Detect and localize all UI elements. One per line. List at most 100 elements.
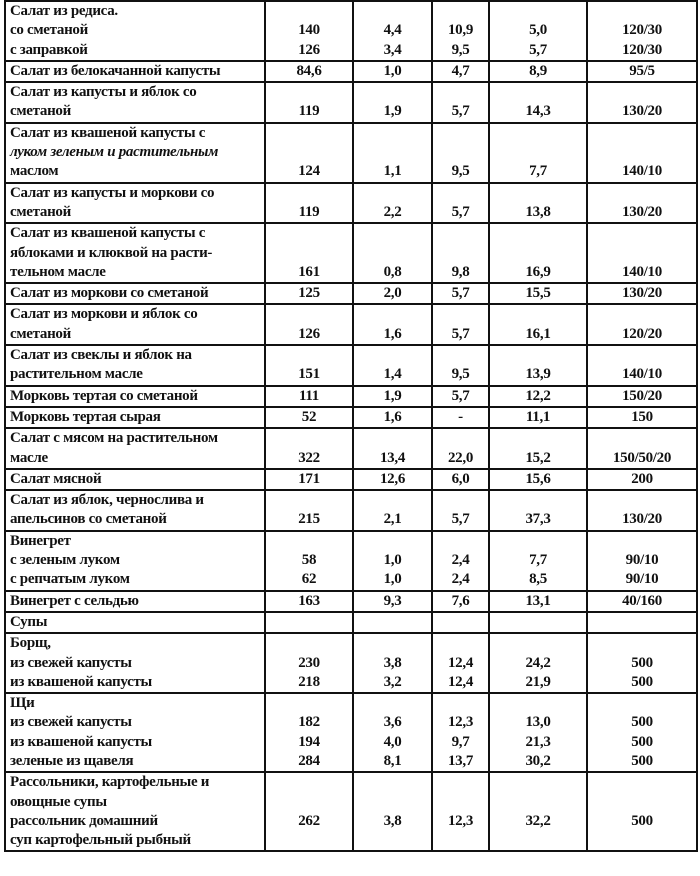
table-row: Салат из капусты и яблок со сметаной 119 1,… (4, 81, 698, 124)
dish-name-line: Салат из капусты и моркови со (10, 184, 215, 201)
value: 84,6 (296, 62, 322, 79)
value: 12,4 (447, 673, 474, 690)
dish-name-line: Салат из квашеной капусты с (10, 225, 206, 242)
value: 500 (631, 673, 653, 690)
table-row: Винегрет с сельдью 163 9,3 7,6 13,1 40/160 (4, 589, 698, 613)
table-row: Рассольники, картофельные и овощные супы р… (4, 771, 698, 853)
dish-name-line: Салат из квашеной капусты с (10, 124, 206, 141)
dish-name-line: Салат с мясом на растительном (10, 430, 218, 447)
value: 1,6 (383, 408, 402, 425)
value (494, 773, 582, 792)
value-cell-2: 2,2 (352, 181, 433, 225)
dish-name-line: Борщ, (10, 635, 51, 652)
value (270, 184, 348, 203)
value (270, 124, 348, 143)
value: 4,0 (383, 733, 402, 750)
table-body: Салат из редиса. со сметаной с заправкой 14… (4, 0, 698, 853)
value-cell-4: 32,2 (488, 771, 588, 853)
dish-name-cell: Салат из капусты и яблок со сметаной (4, 81, 266, 124)
table-row: Салат мясной 171 12,6 6,0 15,6 200 (4, 467, 698, 492)
dish-name-line: из квашеной капусты (10, 733, 152, 750)
value (437, 124, 484, 143)
value (494, 184, 582, 203)
dish-name-line: яблоками и клюквой на расти- (10, 244, 213, 261)
value: 194 (298, 733, 320, 750)
value (592, 143, 692, 162)
value-cell-1: 182 194 284 (264, 692, 354, 774)
value (437, 793, 484, 812)
dish-name-line: луком зеленым и растительным (10, 144, 219, 161)
value: 500 (631, 812, 653, 829)
value (437, 831, 484, 850)
value-cell-2: 1,6 (352, 405, 433, 430)
value (270, 491, 348, 510)
dish-name-line: Щи (10, 695, 35, 712)
value: 1,0 (383, 62, 402, 79)
value: 1,6 (383, 325, 402, 342)
value-cell-3: 5,7 (431, 489, 490, 532)
value: 24,2 (525, 654, 551, 671)
value: 150 (631, 408, 653, 425)
value-cell-1: 84,6 (264, 59, 354, 84)
dish-name-line: Салат из капусты и яблок со (10, 84, 197, 101)
value: 3,6 (383, 714, 402, 731)
value (494, 2, 582, 21)
dish-name-line: Винегрет с сельдью (10, 592, 139, 609)
value: 12,2 (525, 387, 551, 404)
value-cell-4: 16,9 (488, 222, 588, 285)
value: 7,6 (451, 592, 470, 609)
value-cell-4 (488, 610, 588, 635)
dish-name-line: Салат из свеклы и яблок на (10, 347, 192, 364)
dish-name-line: Морковь тертая со сметаной (10, 387, 198, 404)
value-cell-4: 24,2 21,9 (488, 632, 588, 695)
value: 15,6 (525, 470, 551, 487)
value: 218 (298, 673, 320, 690)
dish-name-line: маслом (10, 163, 59, 180)
value: 500 (631, 733, 653, 750)
value-cell-1: 124 (264, 121, 354, 184)
value-cell-4: 14,3 (488, 81, 588, 124)
value-cell-3: 5,7 (431, 181, 490, 225)
value-cell-5: 500 500 (586, 632, 698, 695)
dish-name-line: апельсинов со сметаной (10, 511, 167, 528)
value: 7,7 (529, 163, 547, 180)
value: 12,4 (447, 654, 474, 671)
dish-name-line: суп картофельный рыбный (10, 832, 191, 849)
value: 150/20 (622, 387, 662, 404)
dish-name-line: Рассольники, картофельные и (10, 774, 210, 791)
value: 90/10 (625, 552, 659, 569)
value: 9,3 (383, 592, 402, 609)
value: 16,1 (525, 325, 551, 342)
dish-name-cell: Морковь тертая со сметаной (4, 384, 266, 408)
value-cell-5: 200 (586, 467, 698, 492)
value (437, 143, 484, 162)
value: 9,5 (451, 163, 470, 180)
table-row: Супы (4, 610, 698, 635)
value-cell-4: 12,2 (488, 384, 588, 408)
value: 9,5 (451, 41, 470, 58)
value: 16,9 (525, 263, 551, 280)
value: 9,8 (451, 263, 470, 280)
value (270, 613, 348, 632)
dish-name-line: зеленые из щавеля (10, 752, 134, 769)
dish-name-line: с заправкой (10, 41, 88, 58)
dish-name-line: с зеленым луком (10, 552, 120, 569)
value (270, 532, 348, 551)
dish-name-line: Салат из белокачанной капусты (10, 62, 221, 79)
value: 10,9 (447, 22, 474, 39)
value: 120/30 (622, 41, 662, 58)
value: 15,5 (525, 285, 551, 302)
value: 8,9 (529, 62, 547, 79)
value-cell-1: 161 (264, 222, 354, 285)
value (592, 184, 692, 203)
dish-name-line: Супы (10, 613, 48, 630)
dish-name-cell: Салат с мясом на растительном масле (4, 427, 266, 470)
value: 5,7 (451, 103, 470, 120)
value (494, 831, 582, 850)
value-cell-3: 10,9 9,5 (431, 0, 490, 62)
value-cell-2: 9,3 (352, 589, 433, 613)
dish-name-cell: Рассольники, картофельные и овощные супы р… (4, 771, 266, 853)
value: 1,1 (383, 163, 402, 180)
table-row: Салат из белокачанной капусты 84,6 1,0 4,7 8… (4, 59, 698, 84)
table-row: Винегрет с зеленым луком с репчатым луком 5… (4, 529, 698, 592)
